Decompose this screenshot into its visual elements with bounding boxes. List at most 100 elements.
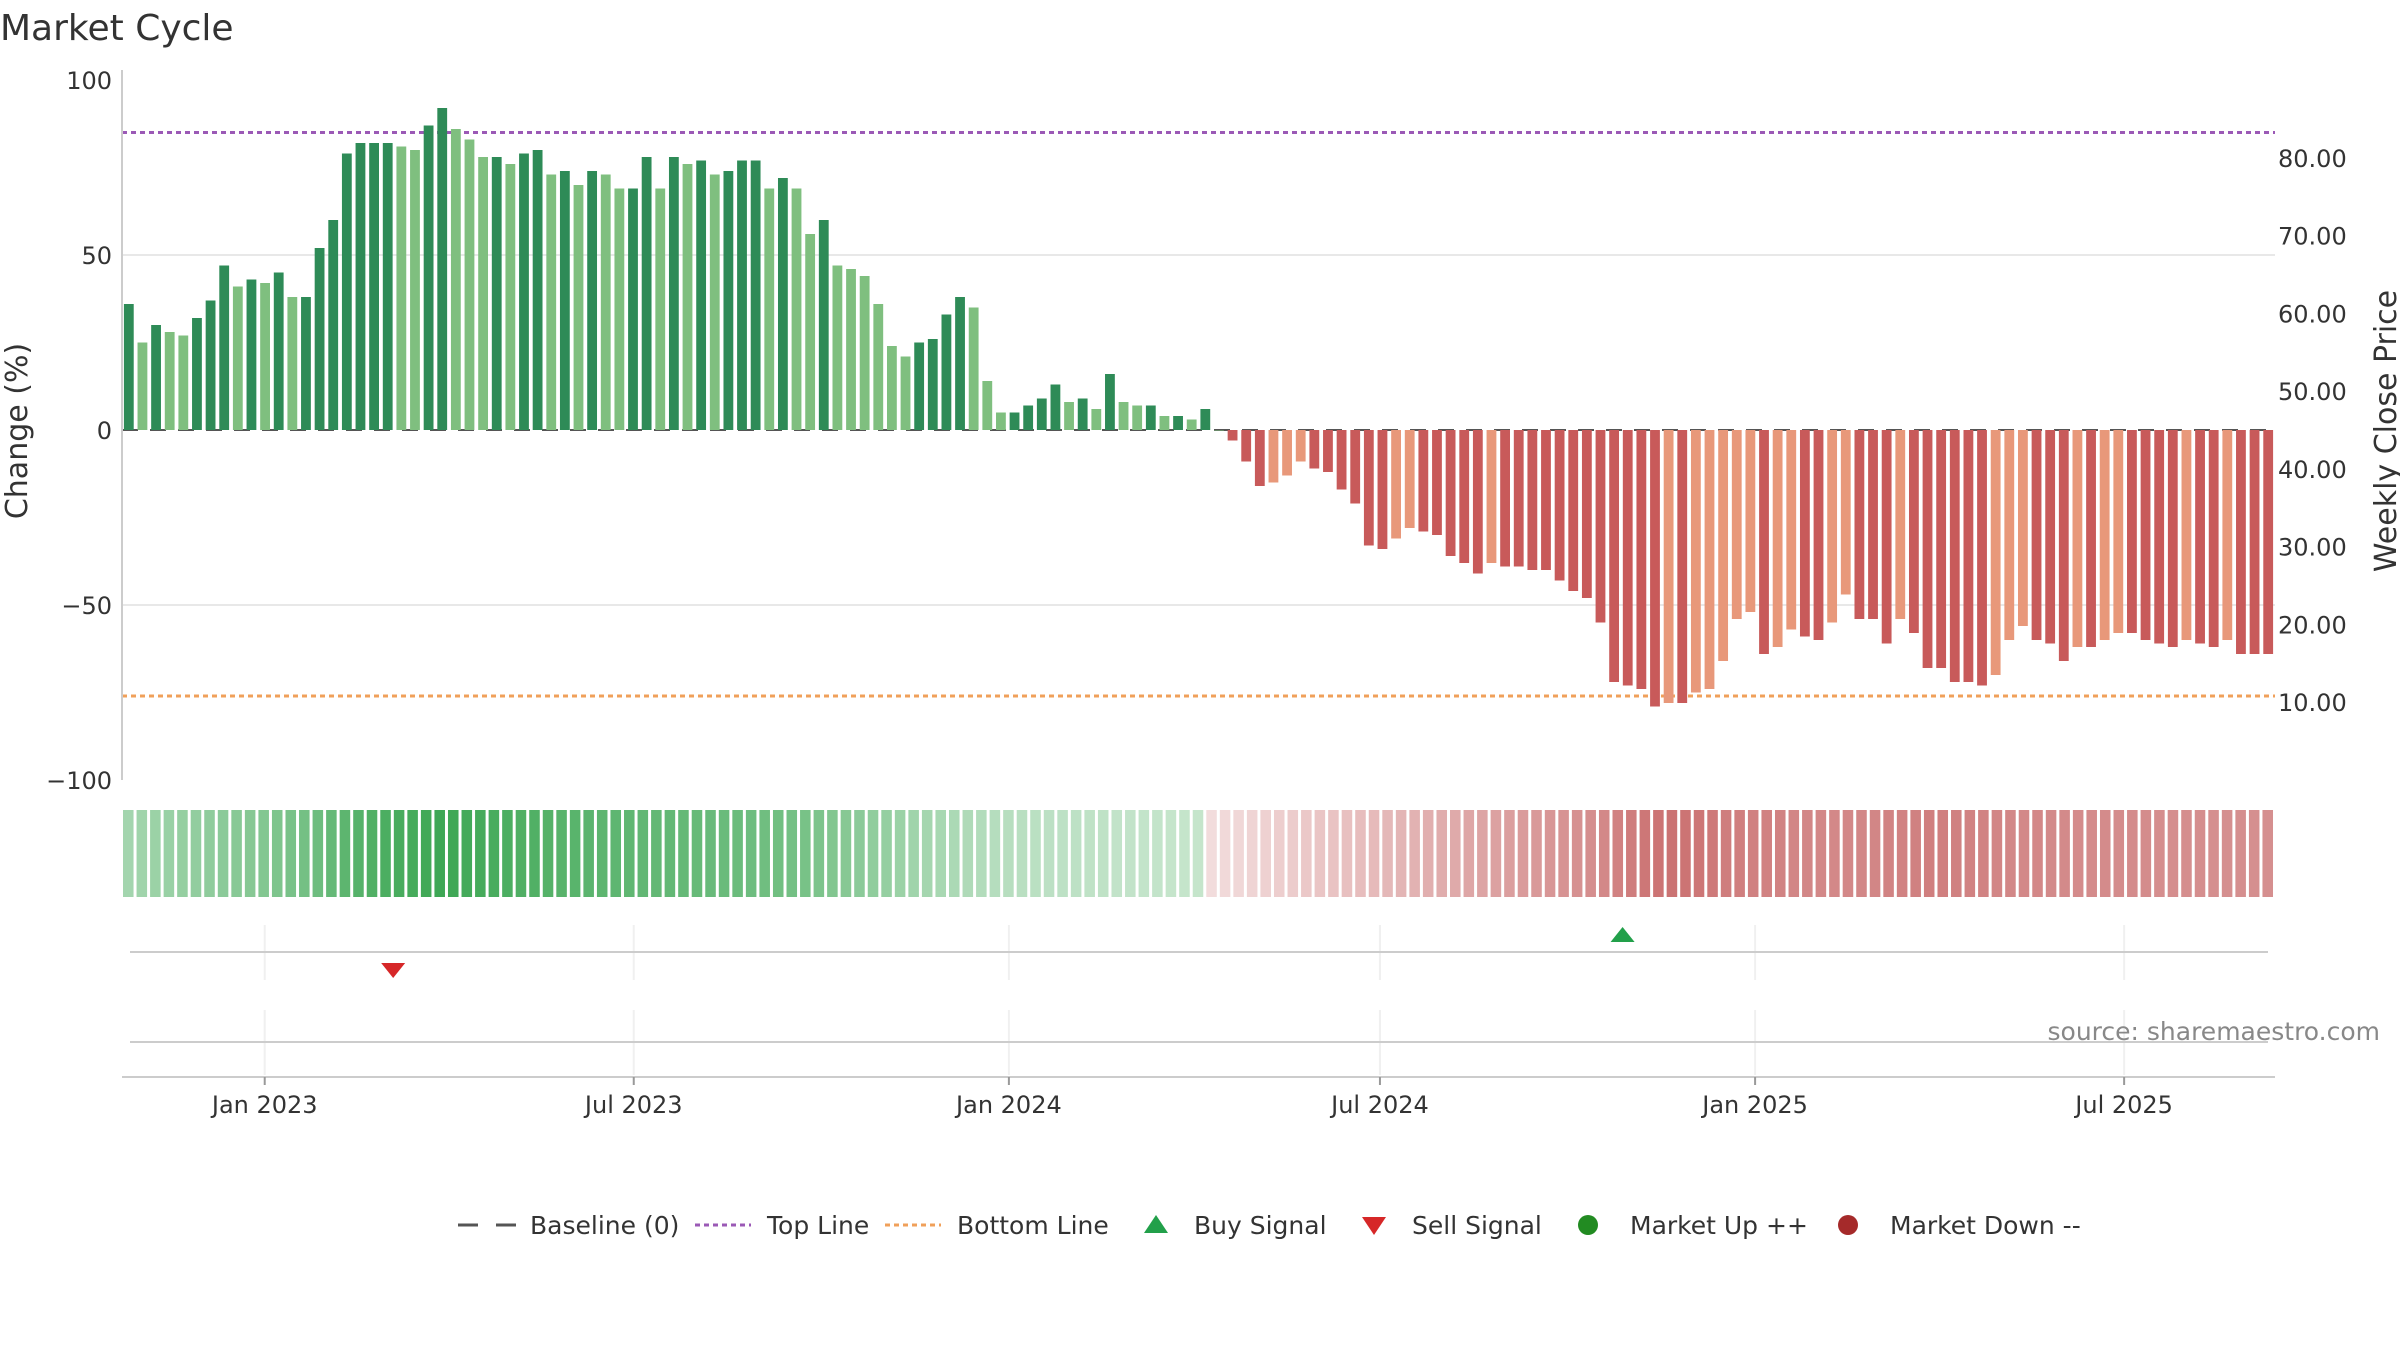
change-bar — [1636, 430, 1647, 689]
change-bar — [2099, 430, 2110, 640]
change-bar — [859, 276, 870, 430]
heat-cell — [1368, 810, 1380, 897]
change-bar — [764, 188, 775, 430]
change-bar — [777, 178, 788, 430]
change-bar — [1432, 430, 1442, 535]
heat-cell — [1964, 810, 1976, 897]
change-bar — [655, 188, 666, 430]
change-bar — [805, 234, 816, 430]
heat-cell — [1273, 810, 1285, 897]
change-bar — [2004, 430, 2015, 640]
heat-cell — [854, 810, 865, 897]
heat-cell — [1937, 810, 1949, 897]
change-bar — [1718, 430, 1729, 661]
heat-cell — [732, 810, 743, 897]
change-bar — [1541, 430, 1551, 570]
change-bar — [914, 342, 925, 430]
heat-cell — [596, 810, 608, 897]
heat-cell — [1991, 810, 2003, 897]
heat-cell — [488, 810, 500, 897]
heat-cell — [353, 810, 364, 897]
legend-label: Buy Signal — [1194, 1211, 1327, 1240]
heat-cell — [1219, 810, 1231, 897]
change-bar — [1854, 430, 1865, 619]
heat-cell — [1450, 810, 1461, 897]
change-bar — [2208, 430, 2219, 647]
heat-cell — [610, 810, 622, 897]
heat-cell — [190, 810, 202, 897]
change-bar — [205, 300, 216, 430]
heat-cell — [1896, 810, 1908, 897]
heat-cell — [1233, 810, 1244, 897]
heat-cell — [231, 810, 242, 897]
heat-cell — [1666, 810, 1678, 897]
change-bar — [1759, 430, 1769, 654]
heat-cell — [2032, 810, 2043, 897]
heat-cell — [1626, 810, 1637, 897]
change-bar — [1963, 430, 1974, 682]
heat-cell — [258, 810, 269, 897]
heat-cell — [1978, 810, 1989, 897]
change-bar — [927, 339, 938, 430]
legend-label: Market Down -- — [1890, 1211, 2081, 1240]
heat-cell — [772, 810, 784, 897]
legend-swatch — [1578, 1215, 1598, 1235]
heat-cell — [948, 810, 960, 897]
x-tick-label: Jan 2024 — [954, 1091, 1062, 1119]
y2-tick-label: 70.00 — [2278, 223, 2347, 251]
heat-cell — [1043, 810, 1055, 897]
change-bar — [696, 160, 707, 430]
change-bar — [1690, 430, 1701, 693]
change-bar — [2127, 430, 2137, 633]
chart-title: Market Cycle — [0, 8, 234, 49]
y2-tick-label: 80.00 — [2278, 145, 2347, 173]
heat-cell — [1463, 810, 1475, 897]
heat-cell — [2099, 810, 2111, 897]
change-bar — [737, 160, 747, 430]
change-bar — [246, 279, 257, 430]
y2-tick-label: 50.00 — [2278, 378, 2347, 406]
heat-cell — [1504, 810, 1515, 897]
legend-item: Bottom Line — [885, 1211, 1109, 1240]
heat-cell — [1693, 810, 1705, 897]
change-bar — [478, 157, 489, 430]
heat-cell — [1016, 810, 1028, 897]
change-bar — [1445, 430, 1456, 556]
change-bar — [873, 304, 884, 430]
heat-cell — [2005, 810, 2016, 897]
change-bar — [600, 174, 611, 430]
change-bar — [137, 342, 148, 430]
change-bar — [1186, 419, 1197, 430]
change-bar — [355, 143, 366, 430]
heat-cell — [1138, 810, 1150, 897]
change-bar — [2263, 430, 2274, 654]
change-bar — [532, 150, 543, 430]
heat-cell — [881, 810, 892, 897]
heat-cell — [1544, 810, 1556, 897]
change-bar — [1323, 430, 1333, 472]
heat-cell — [1341, 810, 1353, 897]
change-bar — [1881, 430, 1892, 644]
change-bar — [1363, 430, 1374, 546]
heat-cell — [475, 810, 486, 897]
x-tick-label: Jan 2023 — [210, 1091, 318, 1119]
heat-cell — [1802, 810, 1813, 897]
heat-cell — [1910, 810, 1921, 897]
heat-cell — [624, 810, 635, 897]
change-bar — [1513, 430, 1524, 567]
change-bar — [2086, 430, 2096, 647]
change-bar — [1650, 430, 1660, 707]
x-tick-label: Jul 2023 — [583, 1091, 683, 1119]
legend-label: Bottom Line — [957, 1211, 1109, 1240]
heat-cell — [651, 810, 662, 897]
change-bar — [546, 174, 557, 430]
change-bar — [1609, 430, 1620, 682]
heat-cell — [339, 810, 351, 897]
heat-cell — [123, 810, 134, 897]
change-bar — [1868, 430, 1878, 619]
heat-cell — [1328, 810, 1339, 897]
y2-tick-label: 40.00 — [2278, 456, 2347, 484]
change-bar — [723, 171, 734, 430]
legend-swatch — [1838, 1215, 1858, 1235]
heat-cell — [1165, 810, 1177, 897]
